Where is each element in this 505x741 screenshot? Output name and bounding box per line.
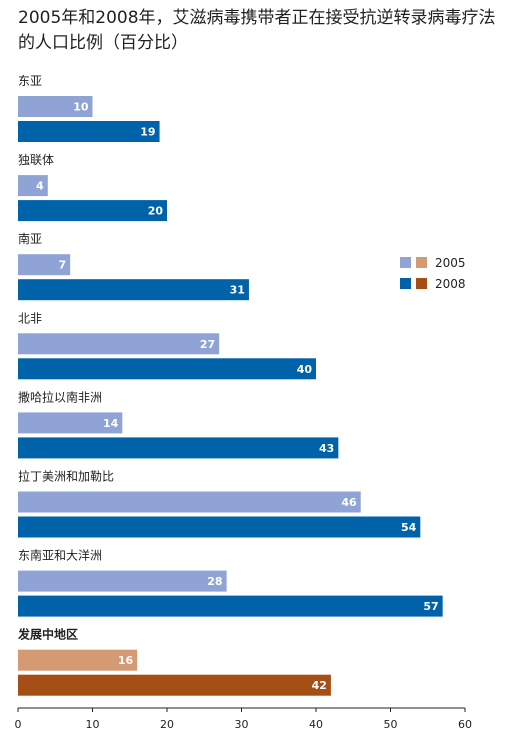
category-label: 东亚 bbox=[18, 74, 42, 88]
bar-2008 bbox=[18, 279, 249, 301]
bar-value-label: 46 bbox=[341, 496, 357, 509]
bar-2008 bbox=[18, 437, 339, 459]
x-tick-label: 30 bbox=[235, 718, 249, 731]
bar-2005 bbox=[18, 254, 71, 276]
bar-2008 bbox=[18, 358, 316, 380]
legend-label: 2008 bbox=[435, 277, 466, 291]
bar-2005 bbox=[18, 175, 48, 197]
bar-2005 bbox=[18, 96, 93, 117]
bar-value-label: 42 bbox=[312, 679, 327, 692]
bar-2005 bbox=[18, 491, 361, 513]
bar-value-label: 27 bbox=[200, 338, 215, 351]
bar-2008 bbox=[18, 200, 167, 222]
bar-value-label: 43 bbox=[319, 442, 334, 455]
legend-swatch-2008-highlight bbox=[416, 278, 427, 289]
category-label: 独联体 bbox=[18, 153, 54, 167]
bar-value-label: 40 bbox=[297, 363, 313, 376]
bar-value-label: 20 bbox=[148, 205, 164, 218]
category-label: 北非 bbox=[18, 311, 42, 325]
bar-value-label: 57 bbox=[423, 600, 438, 613]
category-label: 发展中地区 bbox=[17, 627, 78, 642]
bar-2008 bbox=[18, 516, 421, 538]
bar-value-label: 4 bbox=[36, 180, 44, 193]
x-tick-label: 40 bbox=[309, 718, 323, 731]
bar-2005 bbox=[18, 412, 123, 434]
bar-2008 bbox=[18, 674, 331, 696]
bar-2005 bbox=[18, 333, 220, 355]
bar-2005 bbox=[18, 649, 138, 671]
chart-title: 2005年和2008年，艾滋病毒携带者正在接受抗逆转录病毒疗法的人口比例（百分比… bbox=[18, 8, 496, 53]
bar-2008 bbox=[18, 121, 160, 142]
bar-value-label: 19 bbox=[140, 126, 155, 139]
category-label: 南亚 bbox=[18, 231, 42, 246]
bar-value-label: 10 bbox=[73, 101, 89, 114]
legend-swatch-2008 bbox=[400, 278, 411, 289]
x-tick-label: 50 bbox=[384, 718, 398, 731]
bar-value-label: 28 bbox=[207, 575, 222, 588]
bar-value-label: 14 bbox=[103, 417, 119, 430]
x-tick-label: 20 bbox=[160, 718, 174, 731]
bar-2008 bbox=[18, 595, 443, 617]
category-label: 撒哈拉以南非洲 bbox=[18, 389, 102, 404]
legend-swatch-2005 bbox=[400, 257, 411, 268]
category-label: 东南亚和大洋洲 bbox=[18, 548, 102, 563]
legend-label: 2005 bbox=[435, 256, 466, 270]
bar-2005 bbox=[18, 570, 227, 592]
bar-value-label: 16 bbox=[118, 654, 134, 667]
x-tick-label: 10 bbox=[86, 718, 100, 731]
bar-value-label: 54 bbox=[401, 521, 417, 534]
bar-value-label: 31 bbox=[230, 284, 245, 297]
x-tick-label: 60 bbox=[458, 718, 472, 731]
category-label: 拉丁美洲和加勒比 bbox=[18, 469, 114, 484]
bar-value-label: 7 bbox=[58, 259, 66, 272]
legend-swatch-2005-highlight bbox=[416, 257, 427, 268]
x-tick-label: 0 bbox=[15, 718, 22, 731]
